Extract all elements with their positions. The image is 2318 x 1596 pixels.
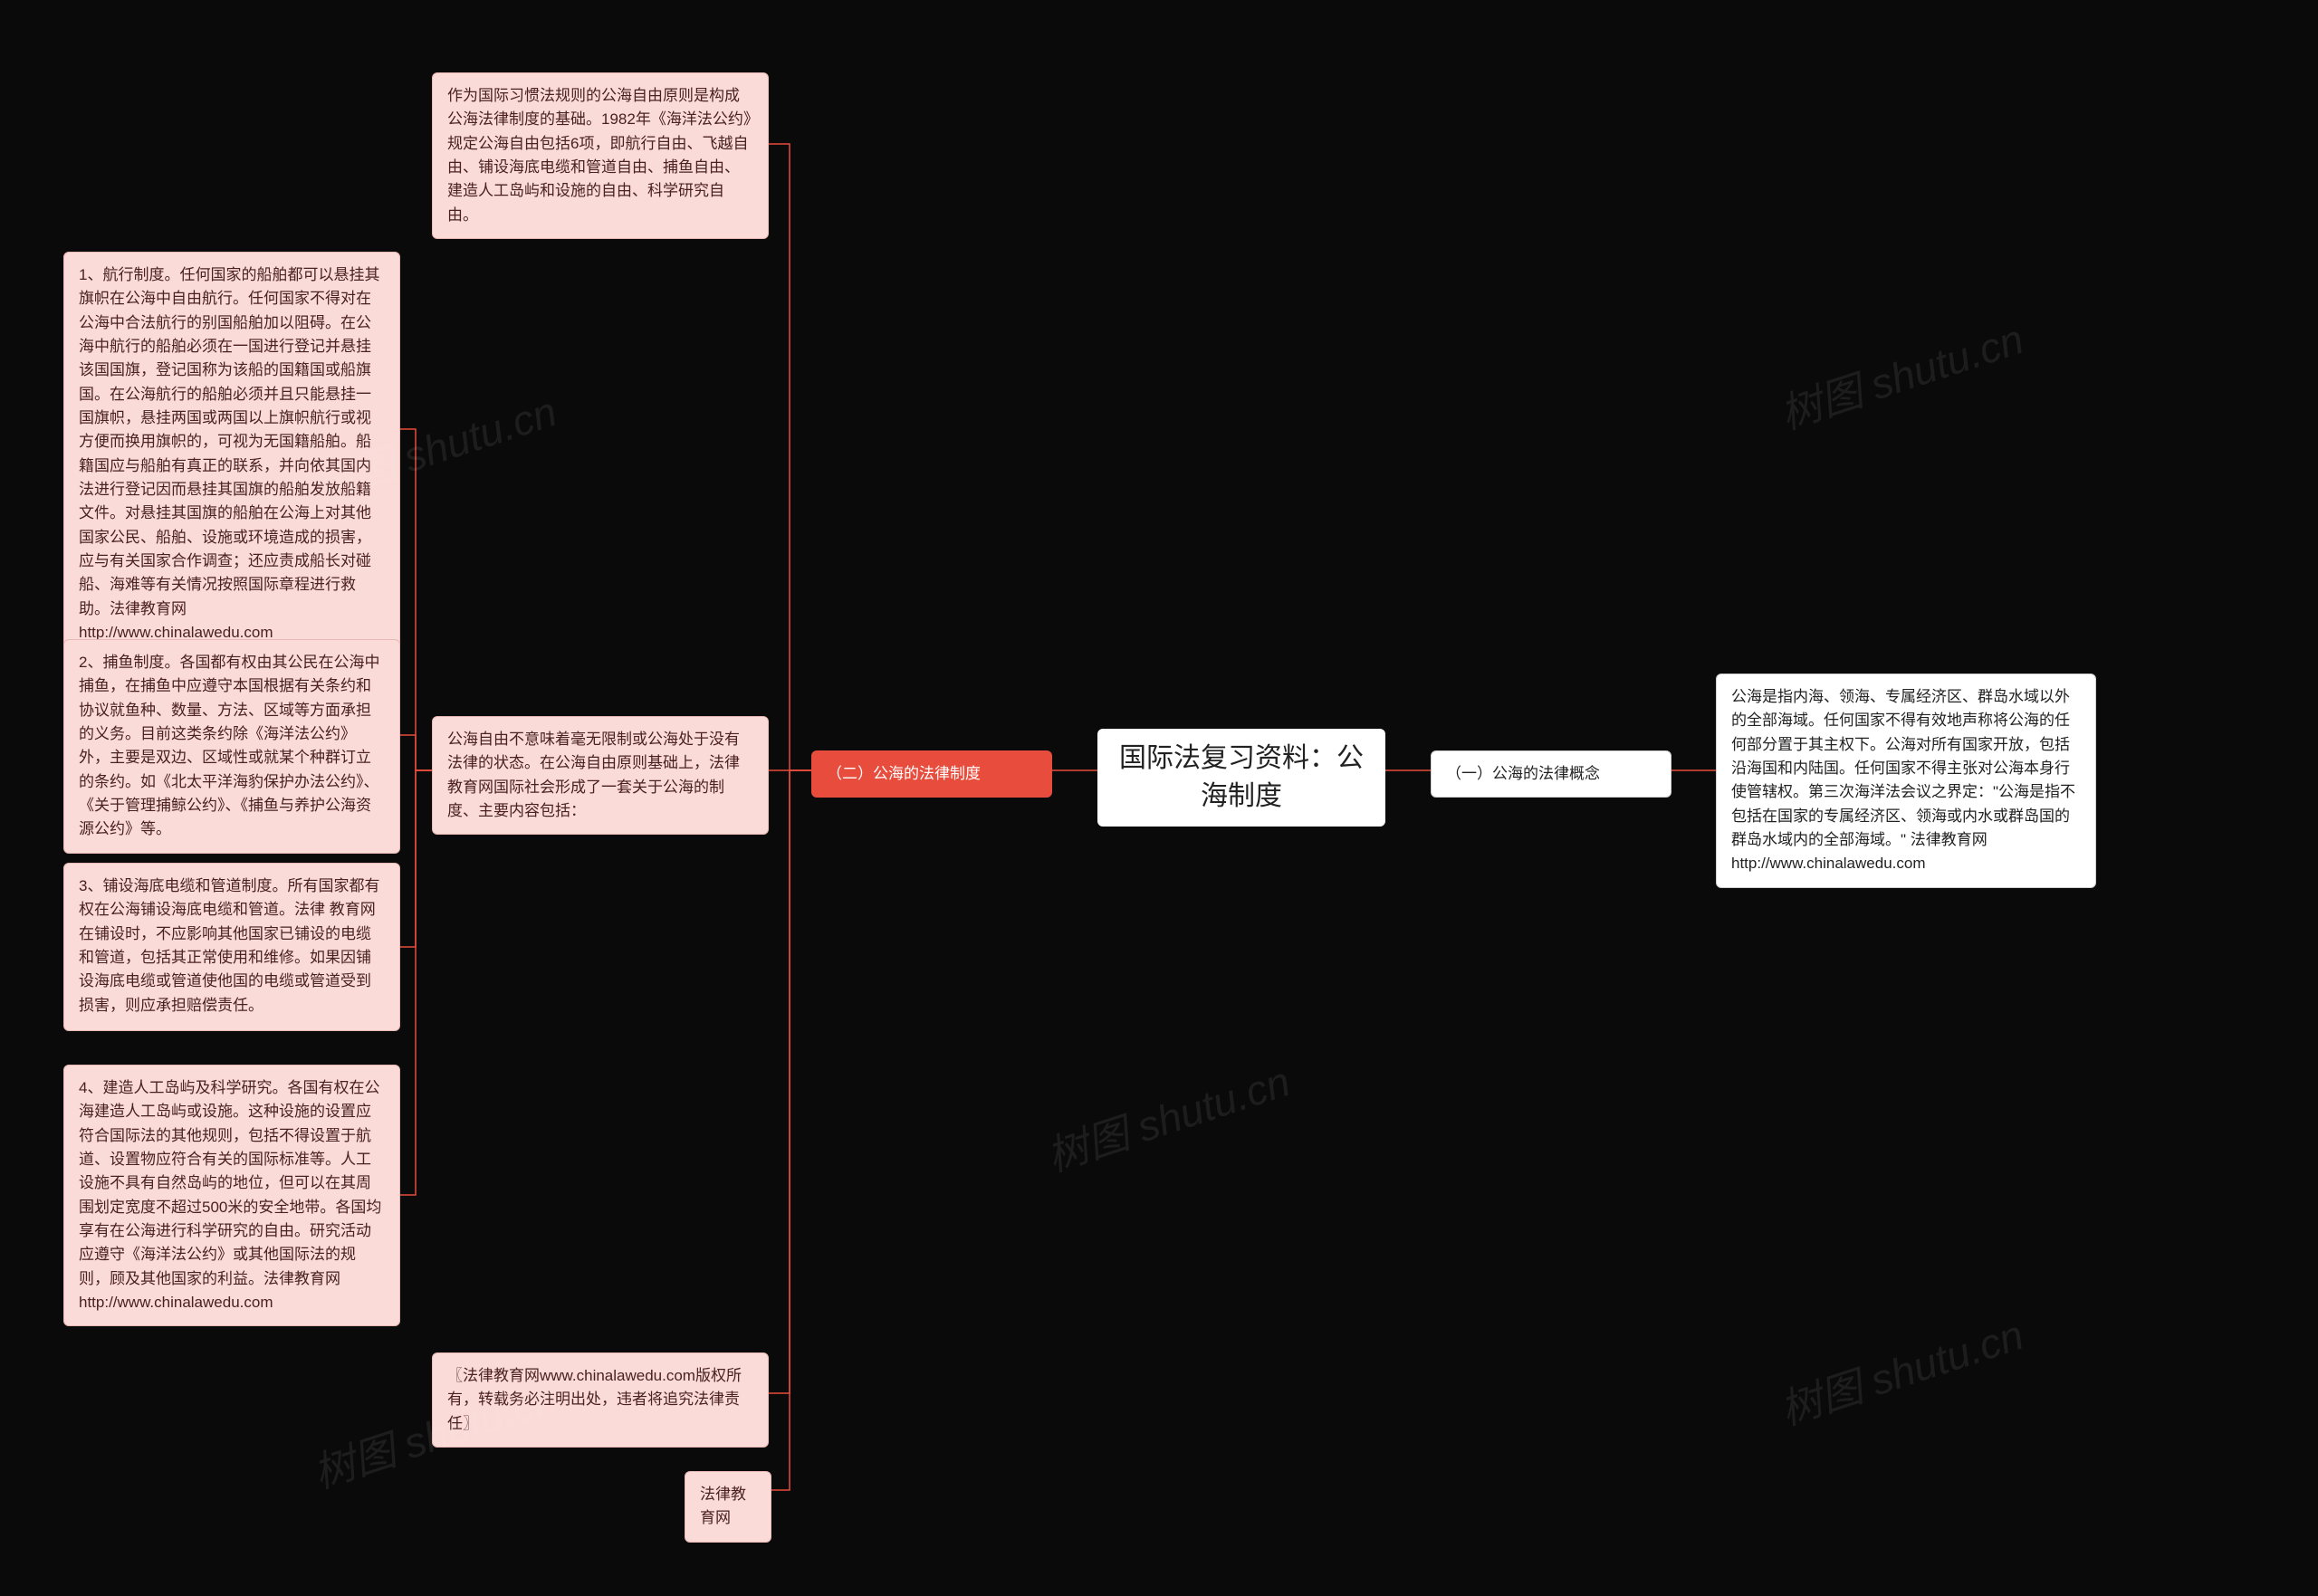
edge	[400, 429, 432, 770]
section2-node[interactable]: （二）公海的法律制度	[811, 750, 1052, 798]
section2-sub2-detail1-node[interactable]: 1、航行制度。任何国家的船舶都可以悬挂其旗帜在公海中自由航行。任何国家不得对在公…	[63, 252, 400, 657]
section2-sub3-node[interactable]: 〖法律教育网www.chinalawedu.com版权所有，转载务必注明出处，违…	[432, 1352, 769, 1448]
edge	[400, 735, 432, 770]
watermark: 树图 shutu.cn	[1039, 1049, 1297, 1184]
root-label: 国际法复习资料：公海制度	[1119, 743, 1364, 811]
section2-sub2-detail2-node[interactable]: 2、捕鱼制度。各国都有权由其公民在公海中捕鱼，在捕鱼中应遵守本国根据有关条约和协…	[63, 639, 400, 854]
section2-sub1-text: 作为国际习惯法规则的公海自由原则是构成公海法律制度的基础。1982年《海洋法公约…	[447, 87, 751, 224]
section2-sub2-detail3-node[interactable]: 3、铺设海底电缆和管道制度。所有国家都有权在公海铺设海底电缆和管道。法律 教育网…	[63, 863, 400, 1031]
detail4-text: 4、建造人工岛屿及科学研究。各国有权在公海建造人工岛屿或设施。这种设施的设置应符…	[79, 1079, 381, 1311]
section2-sub4-text: 法律教育网	[700, 1486, 746, 1526]
section2-sub4-node[interactable]: 法律教育网	[685, 1471, 771, 1543]
section2-sub2-detail4-node[interactable]: 4、建造人工岛屿及科学研究。各国有权在公海建造人工岛屿或设施。这种设施的设置应符…	[63, 1065, 400, 1326]
section2-label: （二）公海的法律制度	[827, 765, 981, 782]
section2-sub3-text: 〖法律教育网www.chinalawedu.com版权所有，转载务必注明出处，违…	[447, 1367, 742, 1432]
detail2-text: 2、捕鱼制度。各国都有权由其公民在公海中捕鱼，在捕鱼中应遵守本国根据有关条约和协…	[79, 654, 379, 837]
section2-sub1-node[interactable]: 作为国际习惯法规则的公海自由原则是构成公海法律制度的基础。1982年《海洋法公约…	[432, 72, 769, 239]
edge	[400, 770, 432, 947]
detail1-text: 1、航行制度。任何国家的船舶都可以悬挂其旗帜在公海中自由航行。任何国家不得对在公…	[79, 266, 379, 641]
section1-detail-text: 公海是指内海、领海、专属经济区、群岛水域以外的全部海域。任何国家不得有效地声称将…	[1731, 688, 2075, 872]
section1-label: （一）公海的法律概念	[1446, 765, 1600, 782]
section2-sub2-text: 公海自由不意味着毫无限制或公海处于没有法律的状态。在公海自由原则基础上，法律 教…	[447, 731, 740, 819]
edge	[771, 770, 811, 1490]
edge	[769, 770, 811, 1393]
watermark: 树图 shutu.cn	[1772, 1303, 2030, 1438]
section1-detail-node[interactable]: 公海是指内海、领海、专属经济区、群岛水域以外的全部海域。任何国家不得有效地声称将…	[1716, 674, 2096, 888]
edge	[769, 144, 811, 770]
detail3-text: 3、铺设海底电缆和管道制度。所有国家都有权在公海铺设海底电缆和管道。法律 教育网…	[79, 877, 379, 1014]
section1-node[interactable]: （一）公海的法律概念	[1431, 750, 1671, 798]
section2-sub2-node[interactable]: 公海自由不意味着毫无限制或公海处于没有法律的状态。在公海自由原则基础上，法律 教…	[432, 716, 769, 835]
watermark: 树图 shutu.cn	[1772, 307, 2030, 442]
edge	[400, 770, 432, 1195]
root-node[interactable]: 国际法复习资料：公海制度	[1097, 729, 1385, 827]
